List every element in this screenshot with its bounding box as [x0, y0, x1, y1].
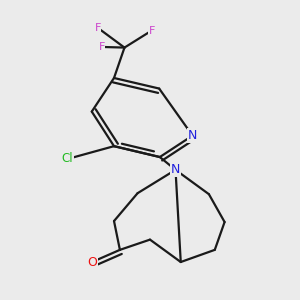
- Text: F: F: [94, 23, 101, 33]
- Text: F: F: [148, 26, 155, 36]
- Text: N: N: [171, 163, 180, 176]
- Text: F: F: [98, 42, 105, 52]
- Text: O: O: [87, 256, 97, 268]
- Text: N: N: [188, 129, 197, 142]
- Text: Cl: Cl: [62, 152, 74, 166]
